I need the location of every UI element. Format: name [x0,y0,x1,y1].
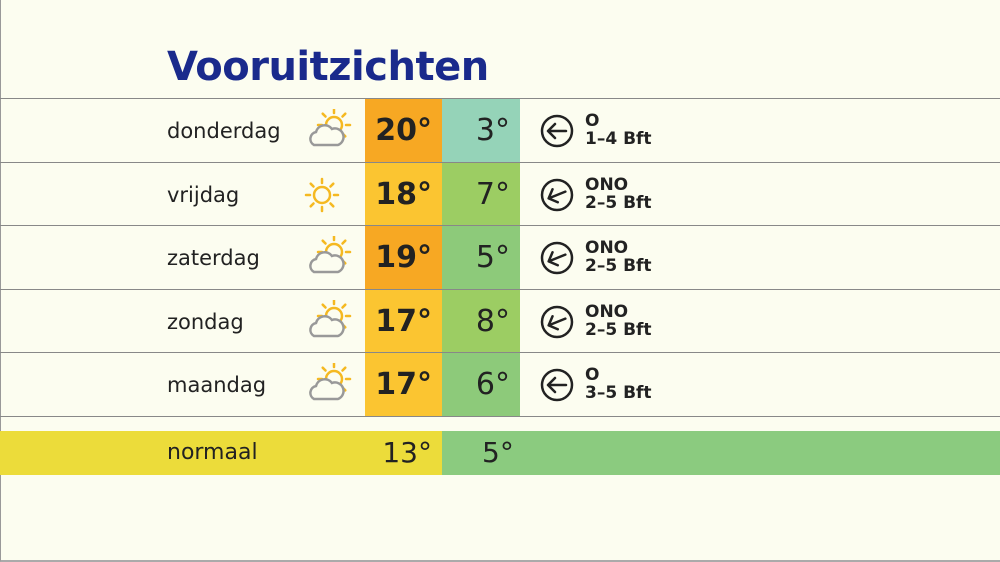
min-temp: 6° [442,353,520,418]
wind-force: 3–5 Bft [585,383,652,404]
wind-direction: ONO [585,301,629,322]
min-temp: 7° [442,162,520,227]
wind-direction: O [585,111,600,131]
wind-force: 1–4 Bft [585,129,652,149]
max-temp: 20° [365,99,442,163]
normal-min: 5° [482,436,514,469]
partly-cloudy-icon [309,299,352,338]
forecast-row: zaterdag 19° 5° ONO 2–5 Bft [0,225,1000,291]
min-temp: 3° [442,99,520,163]
max-temp: 17° [365,289,442,354]
min-temp: 8° [442,289,520,354]
forecast-row: maandag 17° 6° O 3–5 Bft [0,352,1000,418]
day-name: zaterdag [167,246,260,271]
partly-cloudy-icon [309,109,352,147]
wind-direction: ONO [585,174,629,195]
wind-force: 2–5 Bft [585,256,652,277]
wind-direction: O [585,365,600,386]
max-temp: 18° [365,162,442,227]
wind-info: ONO 2–5 Bft [585,239,652,275]
normal-label: normaal [167,440,258,465]
sun-icon [304,177,340,212]
min-temp: 5° [442,226,520,291]
wind-arrow-icon [540,369,574,402]
forecast-row: donderdag 20° 3° O 1–4 Bft [0,98,1000,163]
wind-info: ONO 2–5 Bft [585,176,652,212]
wind-force: 2–5 Bft [585,319,652,340]
day-name: zondag [167,309,244,334]
wind-info: O 3–5 Bft [585,366,652,402]
wind-info: O 1–4 Bft [585,112,652,148]
forecast-row: zondag 17° 8° ONO 2–5 Bft [0,288,1000,354]
wind-arrow-icon [540,178,574,211]
normal-max-band: normaal 13° [0,431,442,475]
normal-min-band: 5° [442,431,1000,475]
wind-force: 2–5 Bft [585,192,652,213]
day-name: donderdag [167,119,281,143]
day-name: maandag [167,373,267,398]
partly-cloudy-icon [309,363,352,401]
wind-arrow-icon [540,305,574,339]
wind-info: ONO 2–5 Bft [585,303,652,339]
partly-cloudy-icon [309,236,352,274]
normal-max: 13° [382,436,432,469]
max-temp: 19° [365,226,442,291]
wind-direction: ONO [585,238,629,259]
divider [0,416,1000,417]
wind-arrow-icon [540,114,574,148]
max-temp: 17° [365,353,442,418]
wind-arrow-icon [540,241,574,275]
forecast-row: vrijdag 18° 7° ONO 2–5 Bft [0,161,1000,227]
page-title: Vooruitzichten [167,44,489,90]
day-name: vrijdag [167,182,240,207]
